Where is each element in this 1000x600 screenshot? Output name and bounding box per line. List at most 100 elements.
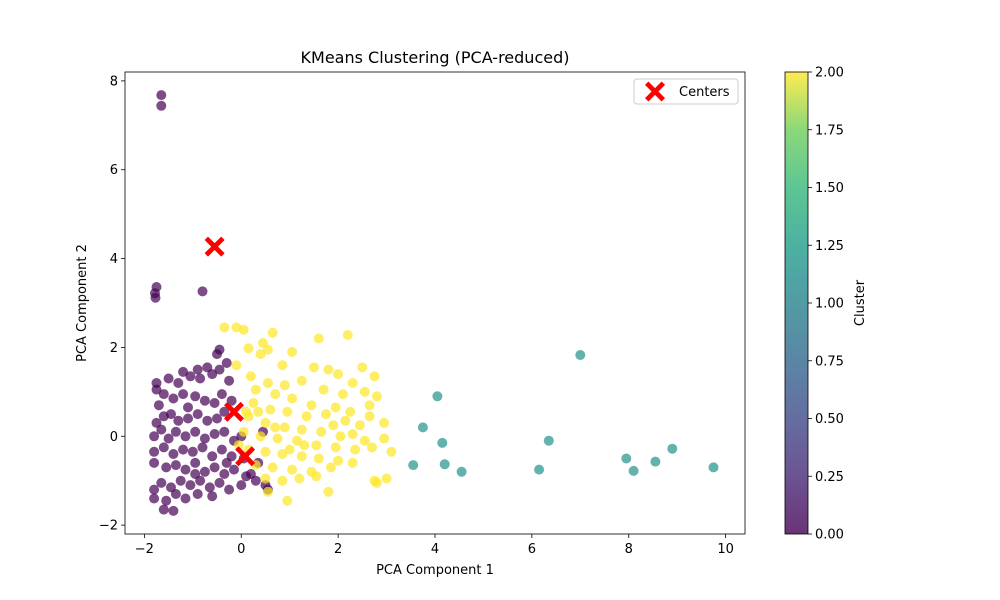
cluster-1-point [621,453,632,464]
cluster-1-point [417,422,428,433]
colorbar-tick-label: 1.25 [815,239,844,254]
cluster-2-point [311,440,322,451]
cluster-2-point [296,451,307,462]
cluster-2-point [318,384,329,395]
cluster-0-point [175,475,186,486]
cluster-2-point [301,411,312,422]
cluster-0-point [209,398,220,408]
cluster-2-point [364,411,375,422]
cluster-2-point [335,431,346,442]
cluster-2-point [272,433,283,444]
cluster-2-point [267,327,278,338]
cluster-0-point [150,292,161,303]
cluster-2-point [338,389,348,400]
cluster-0-point [149,431,160,442]
cluster-0-point [158,442,169,453]
cluster-1-point [628,465,639,476]
cluster-2-point [296,424,307,435]
cluster-0-point [214,477,225,488]
cluster-centers [204,236,256,467]
colorbar-label: Cluster [853,279,868,326]
cluster-0-point [168,449,179,459]
cluster-2-point [277,449,288,459]
y-tick-label: 8 [110,74,118,89]
cluster-0-point [163,433,174,444]
cluster-2-point [359,386,370,397]
cluster-0-point [236,480,247,491]
cluster-0-point [224,375,235,386]
cluster-2-point [238,324,249,335]
cluster-2-point [233,440,244,451]
cluster-2-point [279,422,290,433]
cluster-0-point [204,482,215,493]
cluster-2-point [330,442,341,453]
cluster-2-point [282,495,293,506]
cluster-0-point [212,413,222,424]
cluster-0-point [168,505,179,516]
cluster-0-point [170,460,181,471]
legend-center-x-marker [645,81,665,102]
cluster-1-point [575,350,586,360]
cluster-0-point [158,389,169,400]
cluster-1-point [432,391,443,402]
data-points [149,90,719,516]
cluster-0-point [180,493,191,504]
colorbar-tick-label: 0.75 [815,354,844,369]
cluster-2-point [219,322,230,333]
cluster-0-point [183,413,193,424]
cluster-0-point [178,389,189,400]
x-tick-label: 4 [431,542,439,557]
cluster-1-point [650,456,661,467]
cluster-0-point [158,504,169,515]
cluster-2-point [386,446,397,457]
cluster-2-point [262,344,273,355]
x-tick-label: 10 [717,542,734,557]
cluster-2-point [277,475,288,486]
cluster-2-point [306,400,317,411]
cluster-2-point [367,442,377,453]
cluster-2-point [296,375,307,386]
cluster-0-point [180,464,191,475]
cluster-0-point [192,489,203,499]
cluster-2-point [284,444,295,455]
cluster-2-point [308,362,319,373]
colorbar-tick-label: 1.50 [815,181,844,196]
cluster-2-point [316,426,327,437]
colorbar-tick-label: 2.00 [815,66,844,81]
cluster-0-point [187,446,198,457]
cluster-2-point [241,406,252,417]
cluster-0-point [149,446,160,457]
colorbar-tick-label: 0.00 [815,528,844,543]
cluster-2-point [267,462,278,473]
axes: −2 0 2 4 6 8 10 −2 0 2 4 6 8 [99,71,746,557]
cluster-2-point [333,455,344,466]
cluster-0-point [229,464,239,475]
legend: Centers [633,78,739,105]
colorbar-gradient [784,71,809,535]
cluster-2-point [313,453,324,464]
cluster-0-point [185,480,196,491]
colorbar-tick-label: 1.00 [815,297,844,312]
cluster-2-point [253,406,264,417]
cluster-0-point [153,400,164,411]
cluster-0-point [190,469,201,479]
x-tick-label: 8 [625,542,633,557]
cluster-2-point [294,473,305,484]
cluster-1-point [437,437,448,448]
cluster-2-point [340,415,351,426]
cluster-2-point [379,417,390,428]
cluster-0-point [192,364,203,375]
cluster-2-point [245,371,256,382]
cluster-0-point [209,462,220,473]
cluster-0-point [207,451,218,462]
cluster-1-point [667,443,678,454]
cluster-2-point [255,431,266,442]
cluster-2-point [287,464,298,475]
cluster-2-point [248,398,259,408]
cluster-0-point [178,366,189,377]
cluster-2-point [371,391,382,402]
cluster-2-point [328,420,339,431]
cluster-0-point [149,484,160,495]
cluster-2-point [311,471,322,482]
